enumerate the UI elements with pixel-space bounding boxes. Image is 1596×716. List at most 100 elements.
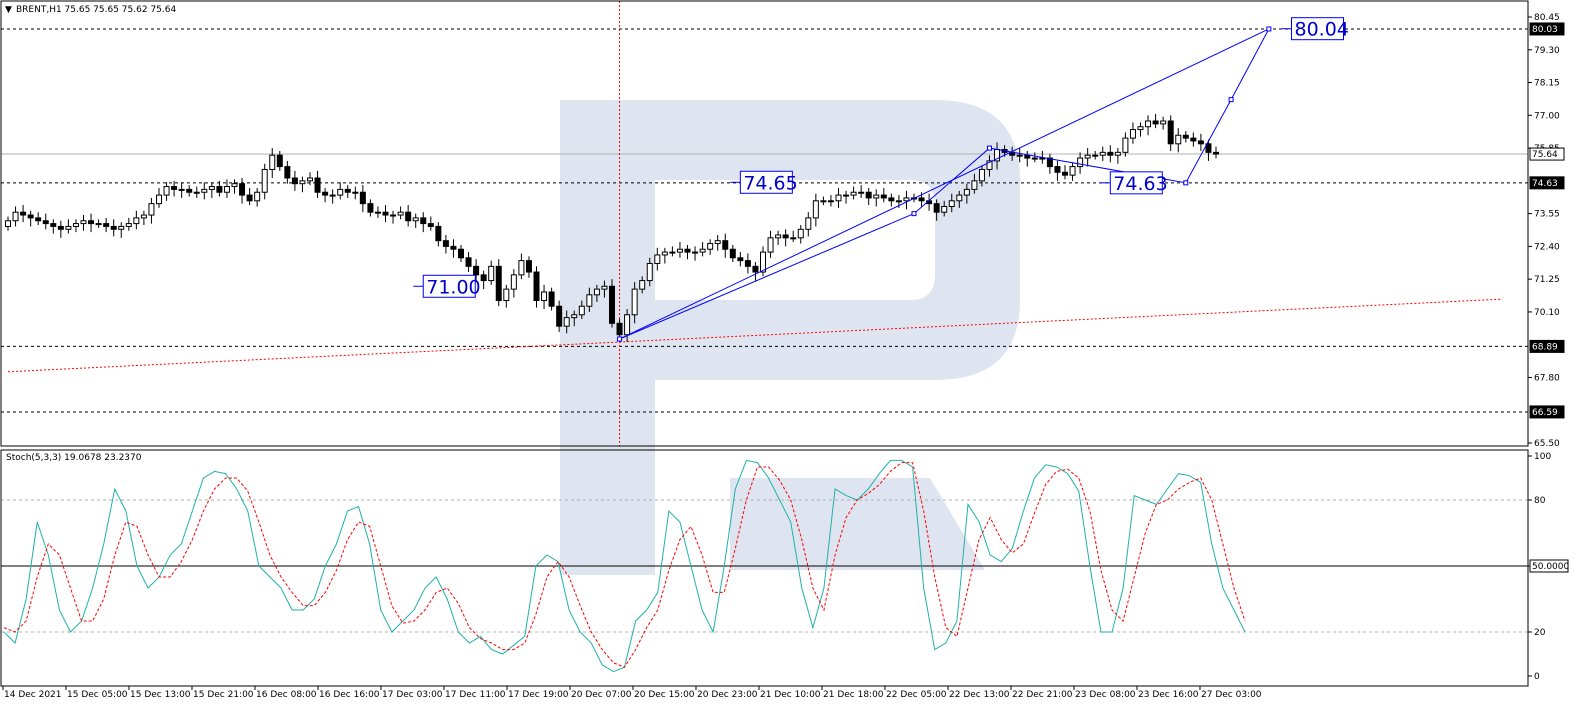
time-tick-label: 27 Dec 03:00 [1201,690,1262,700]
price-tick-label: 65.50 [1534,439,1560,449]
time-tick-label: 14 Dec 2021 [4,690,62,700]
forecast-point[interactable] [987,145,992,151]
support-line [7,298,1503,373]
candle [1129,122,1136,144]
forecast-label-text: 74.65 [743,172,797,194]
candle [1197,133,1204,151]
price-tick-label: 77.00 [1534,111,1560,121]
candle [473,259,480,283]
forecast-point[interactable] [1266,26,1272,32]
candle [442,234,449,254]
level-price-tag: 74.63 [1529,176,1565,190]
forecast-path [617,26,1272,342]
time-tick-label: 20 Dec 07:00 [571,690,632,700]
candle [1175,128,1182,153]
forecast-label-text: 80.04 [1295,19,1349,41]
stoch-tick-label: 20 [1534,628,1546,638]
stoch-tick-label: 80 [1534,496,1546,506]
support-trendline [7,298,1503,373]
candle [1077,152,1084,174]
candle [178,182,185,198]
candle [707,239,714,255]
candle [578,300,585,320]
candle [103,217,110,233]
candle [533,266,540,308]
forecast-point[interactable] [1228,97,1234,103]
candle [1122,132,1129,157]
candle [5,216,11,231]
candle [858,185,865,198]
price-pane: 71.00 74.65 74.63 80.04 [1,1,1528,446]
forecast-point[interactable] [911,211,917,217]
candle [337,182,344,200]
price-axis: 80.4579.3078.1577.0075.8573.5572.4071.25… [1528,13,1565,449]
dropdown-arrow-icon[interactable]: ▼ [5,5,12,15]
stoch-lines [3,459,1246,673]
candle [986,155,993,177]
price-tick-label: 78.15 [1534,79,1560,89]
candle [782,229,789,247]
stoch-levels [1,499,1528,633]
candle [646,257,653,287]
candle [495,259,502,307]
candle [1046,153,1053,174]
candle [140,210,147,226]
candle [291,170,298,191]
time-tick-label: 22 Dec 05:00 [886,690,947,700]
candle [299,176,306,193]
candle [1054,160,1061,181]
stoch-tick-label: 100 [1534,452,1551,462]
candle [812,193,819,227]
svg-text:66.59: 66.59 [1532,408,1558,418]
time-tick-label: 15 Dec 21:00 [193,690,254,700]
candle [541,284,548,310]
candle [744,253,751,274]
candle [110,219,117,237]
candle [397,206,404,220]
stochastic-pane [1,459,1528,673]
time-tick-label: 22 Dec 21:00 [1012,690,1073,700]
candle [208,182,215,198]
candle [118,222,125,238]
level-price-tag: 66.59 [1529,405,1565,419]
forecast-point[interactable] [617,336,623,342]
trend-channel-line [619,28,1270,340]
candle [1107,145,1114,163]
forecast-point[interactable] [1183,180,1189,186]
forecast-labels: 71.00 74.65 74.63 80.04 [413,17,1349,298]
candle [171,180,178,197]
candle [835,187,842,208]
candle [654,247,661,271]
candle [163,182,170,201]
candle [767,230,774,258]
candle [850,186,857,200]
candle [692,246,699,261]
candle [382,205,389,223]
time-tick-label: 16 Dec 16:00 [319,690,380,700]
candle [412,213,419,228]
candle [223,179,230,198]
price-tick-label: 73.55 [1534,210,1560,220]
time-tick-label: 17 Dec 11:00 [445,690,506,700]
svg-text:68.89: 68.89 [1532,342,1558,352]
time-tick-label: 15 Dec 13:00 [130,690,191,700]
candle [1114,148,1121,164]
candle [699,242,706,257]
candle [684,244,691,260]
candle [156,187,162,208]
time-tick-label: 21 Dec 10:00 [760,690,821,700]
candle [805,212,812,237]
candle [1016,148,1023,163]
candle [827,195,834,207]
candle [367,199,374,217]
price-pane-frame [0,0,1529,447]
time-tick-label: 20 Dec 23:00 [697,690,758,700]
candle [737,252,744,267]
candle [405,205,412,227]
level-price-tag: 68.89 [1529,339,1565,353]
candle [571,310,578,327]
candle [714,234,721,251]
candle [344,185,351,198]
candle [390,210,397,224]
candle [20,205,27,223]
